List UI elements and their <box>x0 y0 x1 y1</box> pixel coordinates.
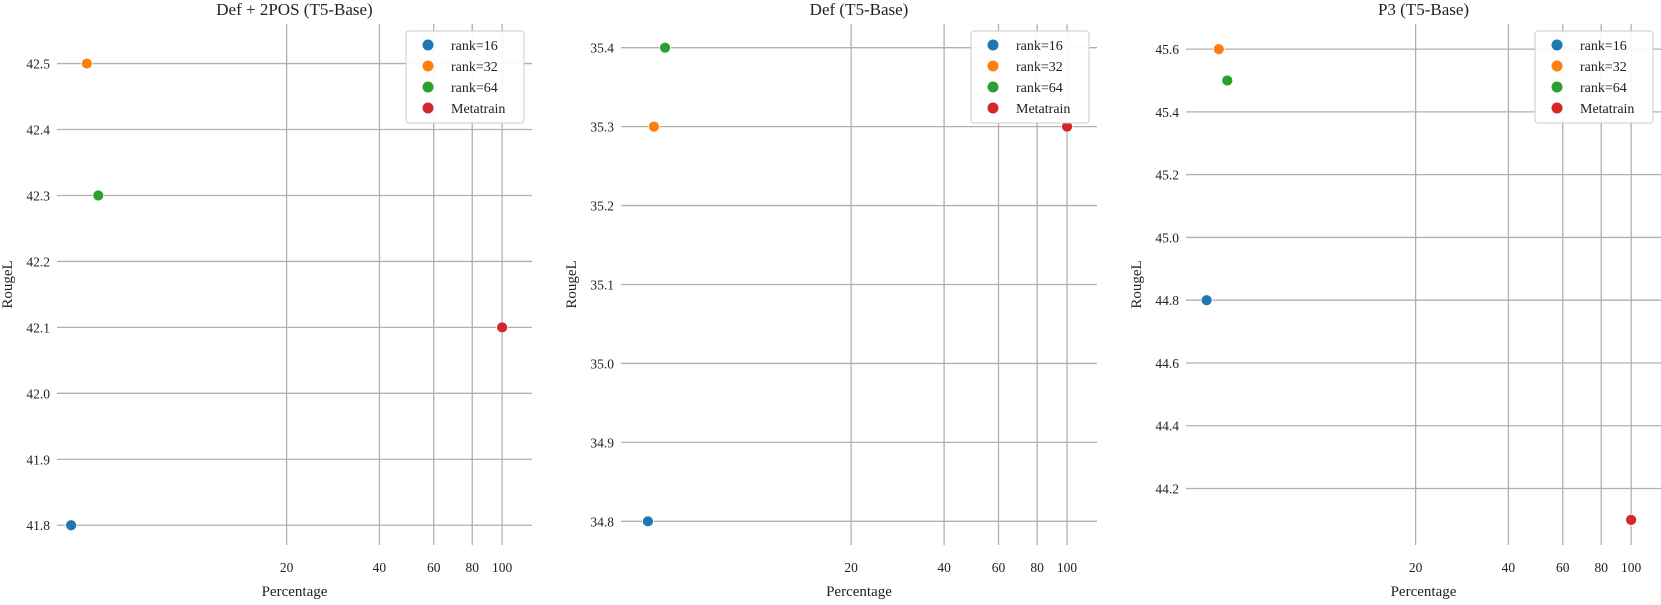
y-tick-label: 42.1 <box>26 320 50 335</box>
legend: rank=16 rank=32 rank=64 Metatrain <box>405 30 525 124</box>
legend-marker <box>422 39 434 51</box>
y-tick-label: 42.3 <box>26 188 50 203</box>
legend: rank=16 rank=32 rank=64 Metatrain <box>970 30 1090 124</box>
x-tick-label: 60 <box>427 560 441 575</box>
y-tick-label: 44.6 <box>1155 356 1179 371</box>
legend-marker <box>987 60 999 72</box>
legend-marker <box>1551 102 1563 114</box>
x-tick-label: 80 <box>1030 560 1044 575</box>
legend-label: rank=16 <box>1580 39 1627 54</box>
y-tick-label: 35.0 <box>590 356 614 371</box>
y-axis-label: RougeL <box>1129 260 1145 308</box>
legend-box <box>1534 30 1654 124</box>
legend-label: rank=64 <box>1580 81 1627 96</box>
x-tick-label: 80 <box>465 560 479 575</box>
y-tick-label: 45.4 <box>1155 105 1179 120</box>
x-tick-label: 20 <box>1409 560 1423 575</box>
x-tick-label: 100 <box>1621 560 1642 575</box>
data-point-rank-64 <box>92 189 105 202</box>
legend-label: rank=16 <box>451 39 498 54</box>
y-tick-label: 41.8 <box>26 518 50 533</box>
data-point-rank-32 <box>1212 43 1225 56</box>
y-tick-label: 45.0 <box>1155 230 1179 245</box>
x-tick-label: 40 <box>937 560 951 575</box>
y-tick-label: 35.1 <box>590 278 614 293</box>
x-tick-label: 20 <box>844 560 858 575</box>
legend-label: Metatrain <box>1016 102 1070 117</box>
x-tick-label: 40 <box>1502 560 1516 575</box>
y-tick-label: 44.8 <box>1155 293 1179 308</box>
legend-marker <box>987 81 999 93</box>
y-tick-label: 42.5 <box>26 57 50 72</box>
chart-title: Def + 2POS (T5-Base) <box>216 0 372 19</box>
legend-marker <box>1551 60 1563 72</box>
data-point-metatrain <box>1625 513 1638 526</box>
legend-label: Metatrain <box>451 102 505 117</box>
y-tick-label: 41.9 <box>26 452 50 467</box>
x-tick-label: 60 <box>992 560 1006 575</box>
data-point-rank-16 <box>65 519 78 532</box>
legend-label: rank=32 <box>1016 60 1063 75</box>
y-tick-label: 34.8 <box>590 514 614 529</box>
x-tick-label: 20 <box>280 560 294 575</box>
legend-marker <box>987 102 999 114</box>
x-tick-label: 100 <box>1057 560 1078 575</box>
legend-label: rank=32 <box>451 60 498 75</box>
legend: rank=16 rank=32 rank=64 Metatrain <box>1534 30 1654 124</box>
chart-panel-1: 41.8 41.9 42.0 42.1 42.2 42.3 42.4 42.5 20 40 60 80… <box>0 0 532 600</box>
y-tick-label: 45.6 <box>1155 42 1179 57</box>
chart-title: P3 (T5-Base) <box>1378 0 1469 19</box>
y-tick-label: 42.2 <box>26 254 50 269</box>
x-axis-label: Percentage <box>1391 584 1457 600</box>
y-axis-label: RougeL <box>0 260 16 308</box>
x-tick-label: 100 <box>492 560 513 575</box>
legend-marker <box>422 81 434 93</box>
data-point-rank-32 <box>647 120 660 133</box>
y-tick-label: 35.4 <box>590 41 614 56</box>
x-tick-label: 40 <box>373 560 387 575</box>
data-point-rank-64 <box>1221 74 1234 87</box>
y-tick-label: 45.2 <box>1155 168 1179 183</box>
legend-label: rank=32 <box>1580 60 1627 75</box>
legend-box <box>970 30 1090 124</box>
chart-panel-3: 44.2 44.4 44.6 44.8 45.0 45.2 45.4 45.6 20 40 60 80… <box>1129 0 1661 600</box>
y-tick-label: 42.4 <box>26 123 50 138</box>
y-tick-label: 44.4 <box>1155 419 1179 434</box>
legend-label: rank=16 <box>1016 39 1063 54</box>
chart-title: Def (T5-Base) <box>810 0 909 19</box>
chart-panel-2: 34.8 34.9 35.0 35.1 35.2 35.3 35.4 20 40 60 80 100 D… <box>564 0 1097 600</box>
data-point-rank-16 <box>642 515 654 528</box>
legend-marker <box>1551 81 1563 93</box>
x-axis-label: Percentage <box>826 584 892 600</box>
data-point-rank-16 <box>1200 294 1213 307</box>
legend-label: rank=64 <box>451 81 498 96</box>
x-axis-label: Percentage <box>262 584 328 600</box>
x-tick-label: 60 <box>1556 560 1570 575</box>
legend-label: rank=64 <box>1016 81 1063 96</box>
data-point-metatrain <box>496 321 509 334</box>
data-point-rank-64 <box>659 41 671 54</box>
legend-marker <box>422 60 434 72</box>
y-tick-label: 35.3 <box>590 120 614 135</box>
y-tick-label: 42.0 <box>26 386 50 401</box>
y-tick-label: 34.9 <box>590 435 614 450</box>
legend-label: Metatrain <box>1580 102 1634 117</box>
x-tick-label: 80 <box>1594 560 1608 575</box>
legend-box <box>405 30 525 124</box>
y-tick-label: 35.2 <box>590 199 614 214</box>
legend-marker <box>1551 39 1563 51</box>
legend-marker <box>987 39 999 51</box>
y-axis-label: RougeL <box>564 260 580 308</box>
data-point-rank-32 <box>80 57 93 70</box>
legend-marker <box>422 102 434 114</box>
y-tick-label: 44.2 <box>1155 482 1179 497</box>
